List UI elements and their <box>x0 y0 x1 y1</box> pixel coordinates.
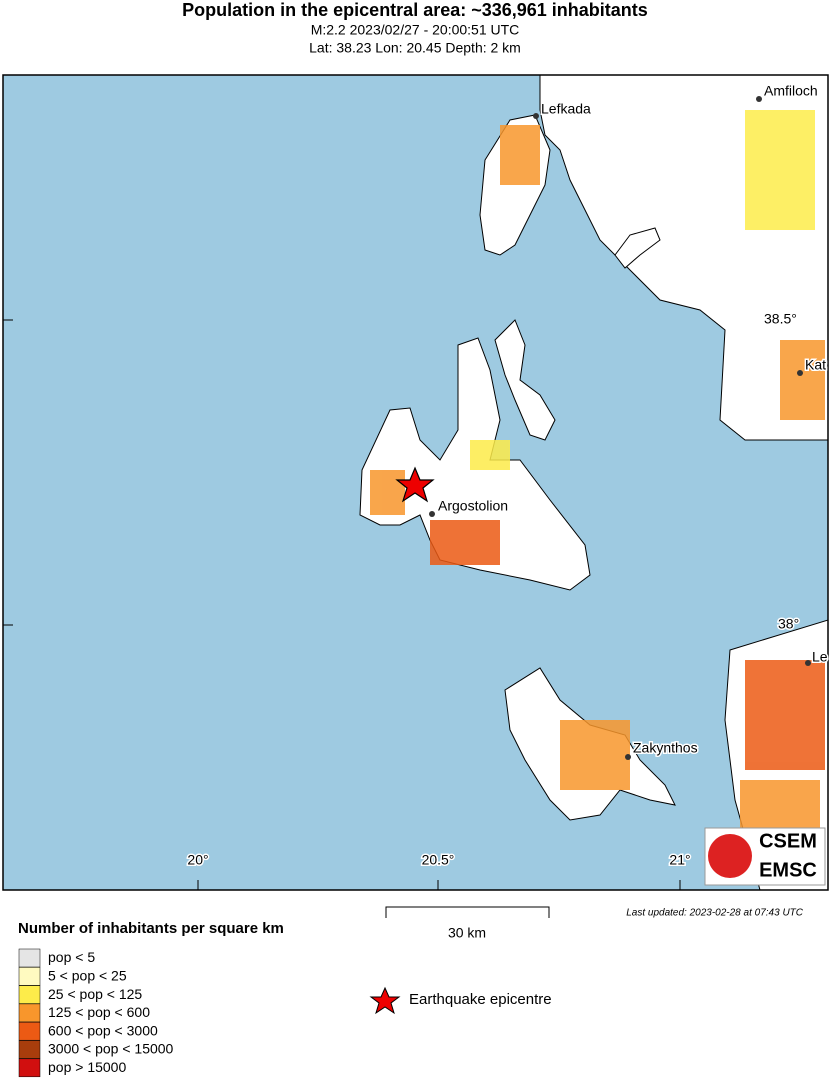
legend: pop < 5 5 < pop < 25 25 < pop < 125 125 < p… <box>18 948 174 1078</box>
legend-swatch <box>18 1058 41 1078</box>
legend-star <box>369 986 401 1015</box>
legend-label: pop > 15000 <box>48 1059 126 1075</box>
legend-label: 25 < pop < 125 <box>48 986 142 1002</box>
legend-label: 3000 < pop < 15000 <box>48 1041 174 1057</box>
scale-label: 30 km <box>448 925 486 941</box>
legend-swatch <box>18 1003 41 1023</box>
lon-label: 20.5° <box>422 852 455 868</box>
logo: CSEM EMSC <box>704 827 826 886</box>
legend-swatch <box>18 1021 41 1041</box>
logo-text: CSEM <box>759 830 817 852</box>
legend-label: 600 < pop < 3000 <box>48 1022 158 1038</box>
lat-label: 38.5° <box>764 311 797 327</box>
ticks <box>3 319 681 890</box>
place-label: Argostolion <box>438 498 508 514</box>
legend-swatch <box>18 948 41 968</box>
legend-label: 5 < pop < 25 <box>48 968 127 984</box>
place-markers <box>429 96 811 760</box>
lat-label: 38° <box>778 616 799 632</box>
place-label: Zakynthos <box>633 740 698 756</box>
lon-label: 20° <box>187 852 208 868</box>
location: Lat: 38.23 Lon: 20.45 Depth: 2 km <box>309 40 521 56</box>
legend-title: Number of inhabitants per square km <box>18 920 284 937</box>
legend-epicentre: Earthquake epicentre <box>409 991 552 1008</box>
updated: Last updated: 2023-02-28 at 07:43 UTC <box>626 908 804 919</box>
title: Population in the epicentral area: ~336,… <box>182 0 648 20</box>
epicentre-star <box>395 466 435 503</box>
lon-label: 21° <box>669 852 690 868</box>
scale-bar <box>385 906 550 918</box>
legend-label: pop < 5 <box>48 949 95 965</box>
legend-swatch <box>18 967 41 986</box>
place-label: Le <box>812 649 828 665</box>
place-label: Amfiloch <box>764 83 818 99</box>
legend-label: 125 < pop < 600 <box>48 1004 150 1020</box>
frame <box>2 74 829 891</box>
place-label: Kat <box>805 357 826 373</box>
legend-swatch <box>18 985 41 1004</box>
logo-text: EMSC <box>759 859 817 881</box>
map: Lefkada Amfiloch Kat Argostolion Zakynth… <box>2 74 829 891</box>
subtitle: M:2.2 2023/02/27 - 20:00:51 UTC <box>311 22 520 38</box>
legend-swatch <box>18 1040 41 1059</box>
place-label: Lefkada <box>541 101 591 117</box>
